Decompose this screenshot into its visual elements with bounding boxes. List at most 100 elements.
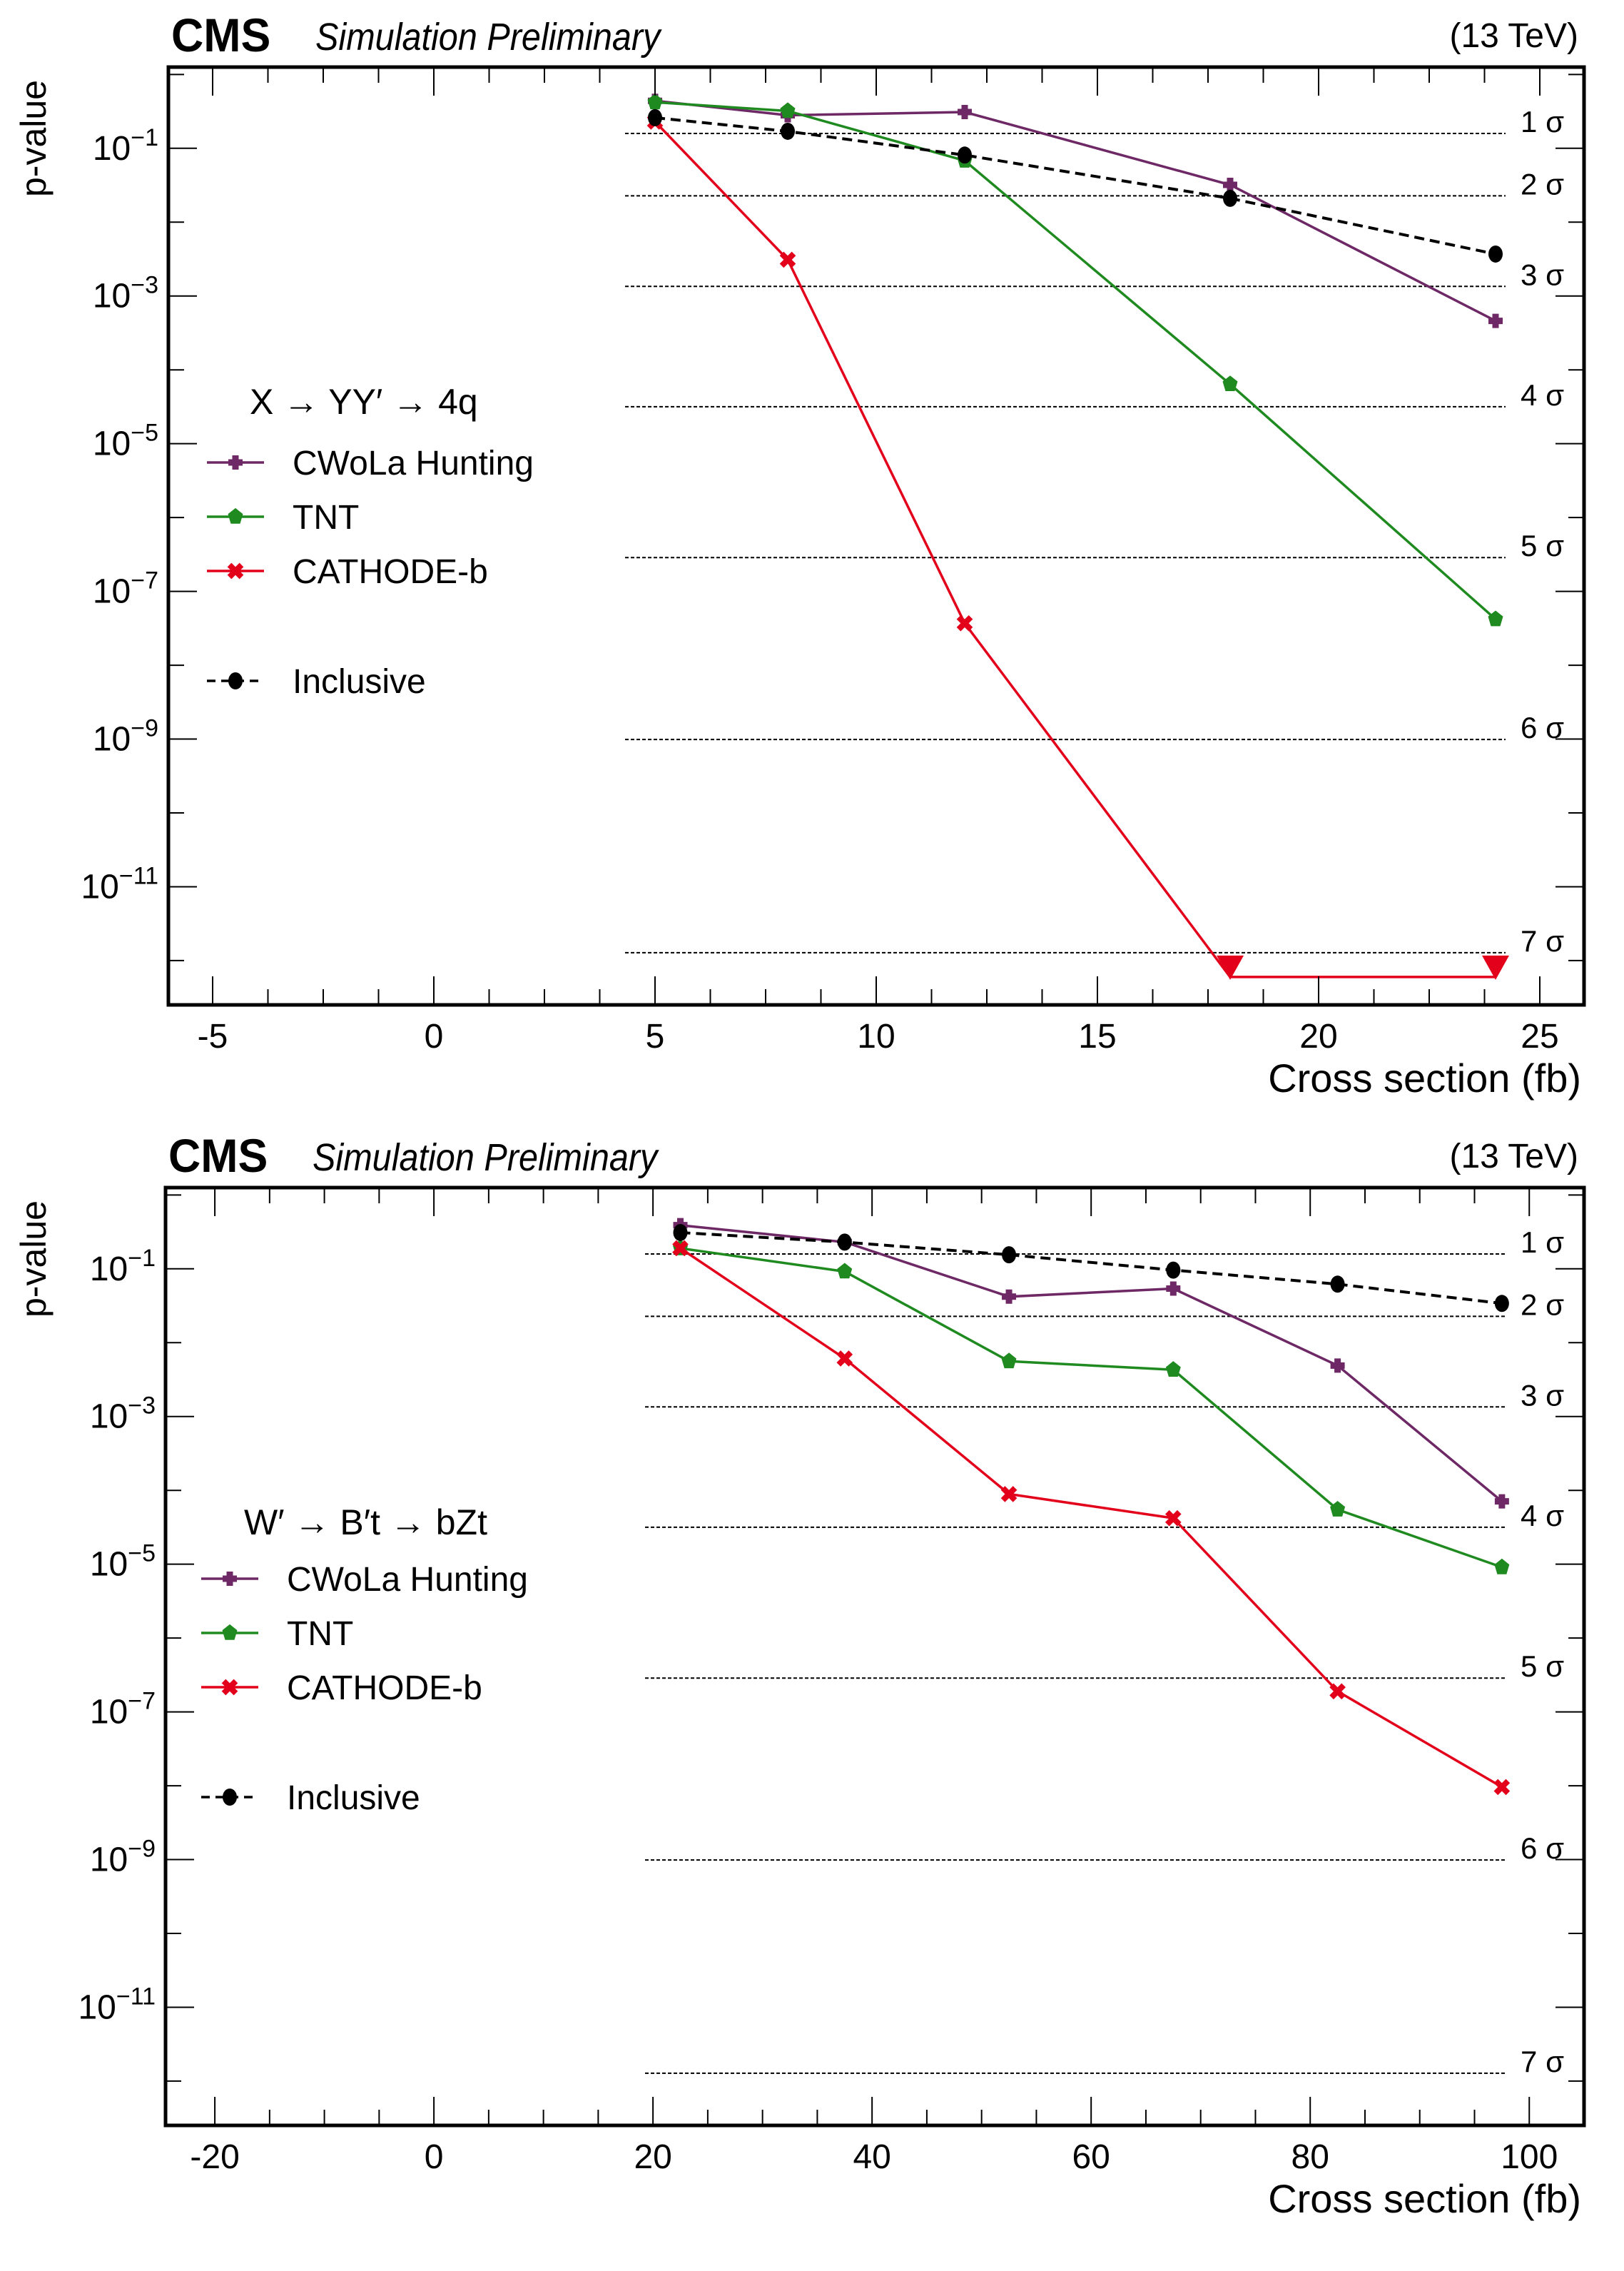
data-point	[1002, 1246, 1017, 1264]
y-axis-title: p-value	[14, 80, 54, 197]
legend: X → YY′ → 4q CWoLa Hunting TNT CATHODE-b Inc…	[207, 382, 534, 701]
data-point	[647, 93, 663, 110]
legend-marker-x-bar	[221, 1679, 238, 1696]
y-tick-exponent: −1	[131, 124, 158, 151]
data-point	[1494, 1558, 1510, 1574]
legend-label: CATHODE-b	[293, 553, 488, 591]
simulation-preliminary-label: Simulation Preliminary	[315, 15, 662, 59]
legend-marker-x	[227, 562, 244, 580]
legend-label: TNT	[287, 1615, 353, 1653]
sigma-label: 1 σ	[1521, 1225, 1564, 1259]
legend-label: Inclusive	[287, 1779, 420, 1817]
legend-item[interactable]: CWoLa Hunting	[201, 1561, 528, 1599]
x-tick-label: 25	[1521, 1018, 1558, 1056]
data-point	[1166, 1281, 1181, 1296]
data-point	[1329, 1683, 1346, 1700]
data-point	[1494, 1494, 1509, 1509]
cms-label: CMS	[171, 9, 270, 62]
data-point	[1488, 245, 1503, 263]
series-group	[646, 93, 1509, 980]
data-point	[1002, 1289, 1017, 1304]
data-point	[1165, 1361, 1181, 1377]
y-tick-base: 10	[93, 130, 131, 168]
data-point	[1488, 610, 1503, 627]
data-point-bar	[1493, 1779, 1511, 1796]
x-tick-label: 0	[425, 2138, 444, 2176]
legend-item[interactable]: CATHODE-b	[207, 553, 488, 591]
y-tick-label: 10−9	[93, 715, 158, 759]
data-point	[1330, 1275, 1345, 1293]
legend-item[interactable]: TNT	[207, 499, 359, 537]
y-tick-exponent: −9	[131, 715, 158, 742]
legend-item[interactable]: CWoLa Hunting	[207, 445, 534, 482]
data-point	[1488, 313, 1503, 328]
y-tick-base: 10	[93, 425, 131, 463]
legend-item[interactable]: Inclusive	[201, 1779, 420, 1817]
y-tick-label: 10−1	[90, 1245, 156, 1288]
data-point	[836, 1350, 853, 1367]
sigma-label: 3 σ	[1521, 258, 1564, 291]
x-tick-label: -5	[198, 1018, 228, 1056]
series-line	[679, 1247, 1503, 1789]
sigma-label: 7 σ	[1521, 2045, 1564, 2078]
x-tick-label: 5	[646, 1018, 665, 1056]
y-axis: 10−110−310−510−710−910−11p-value	[14, 1194, 1584, 2082]
data-point-bar	[956, 614, 973, 632]
y-tick-base: 10	[78, 1988, 116, 2026]
legend-label: TNT	[293, 499, 359, 537]
series-cathode-b	[672, 1240, 1511, 1796]
legend-item[interactable]: Inclusive	[207, 663, 426, 701]
y-tick-label: 10−3	[93, 272, 158, 315]
upper-limit-marker	[1217, 955, 1244, 980]
data-point	[648, 108, 662, 126]
y-tick-base: 10	[90, 1398, 128, 1436]
series-line	[680, 1231, 1503, 1305]
legend-marker-x	[221, 1679, 238, 1696]
sigma-label: 7 σ	[1521, 924, 1564, 958]
data-point	[672, 1240, 689, 1257]
series-cwola-hunting	[648, 93, 1503, 328]
data-point	[1000, 1486, 1017, 1502]
legend-marker-circle	[228, 672, 243, 689]
legend-title: X → YY′ → 4q	[250, 382, 478, 422]
legend-label: CATHODE-b	[287, 1669, 482, 1707]
y-tick-base: 10	[90, 1250, 128, 1288]
x-tick-label: 15	[1078, 1018, 1116, 1056]
sigma-label: 5 σ	[1521, 529, 1564, 562]
y-axis-title: p-value	[14, 1200, 54, 1317]
data-point	[1166, 1261, 1181, 1279]
y-tick-base: 10	[90, 1841, 128, 1879]
y-tick-exponent: −3	[131, 272, 158, 299]
series-inclusive	[648, 108, 1503, 263]
legend-item[interactable]: CATHODE-b	[201, 1669, 482, 1707]
sigma-label: 2 σ	[1521, 1288, 1564, 1321]
data-point	[1494, 1295, 1509, 1312]
data-point-bar	[1165, 1509, 1182, 1527]
y-tick-label: 10−7	[93, 567, 158, 611]
sigma-label: 2 σ	[1521, 167, 1564, 201]
y-tick-exponent: −5	[131, 420, 158, 447]
y-axis: 10−110−310−510−710−910−11p-value	[14, 74, 1584, 961]
data-point	[956, 614, 973, 632]
plot-frame	[163, 1185, 1586, 2128]
legend: W′ → B′t → bZt CWoLa Hunting TNT CATHODE-b I…	[201, 1502, 528, 1817]
series-line	[680, 1247, 1503, 1569]
data-point	[1223, 178, 1237, 193]
y-tick-base: 10	[90, 1694, 128, 1731]
energy-label: (13 TeV)	[1449, 17, 1578, 55]
y-tick-base: 10	[93, 278, 131, 315]
y-tick-exponent: −9	[128, 1836, 156, 1863]
y-tick-exponent: −1	[128, 1245, 156, 1272]
legend-item[interactable]: TNT	[201, 1615, 353, 1653]
data-point	[1222, 375, 1238, 391]
x-tick-label: 100	[1501, 2138, 1558, 2176]
x-tick-label: 40	[853, 2138, 890, 2176]
cms-label: CMS	[168, 1130, 268, 1183]
y-tick-exponent: −7	[128, 1688, 156, 1715]
data-point-bar	[1000, 1486, 1017, 1502]
x-tick-label: 0	[425, 1018, 444, 1056]
data-point-bar	[672, 1240, 689, 1257]
x-tick-label: 60	[1072, 2138, 1110, 2176]
